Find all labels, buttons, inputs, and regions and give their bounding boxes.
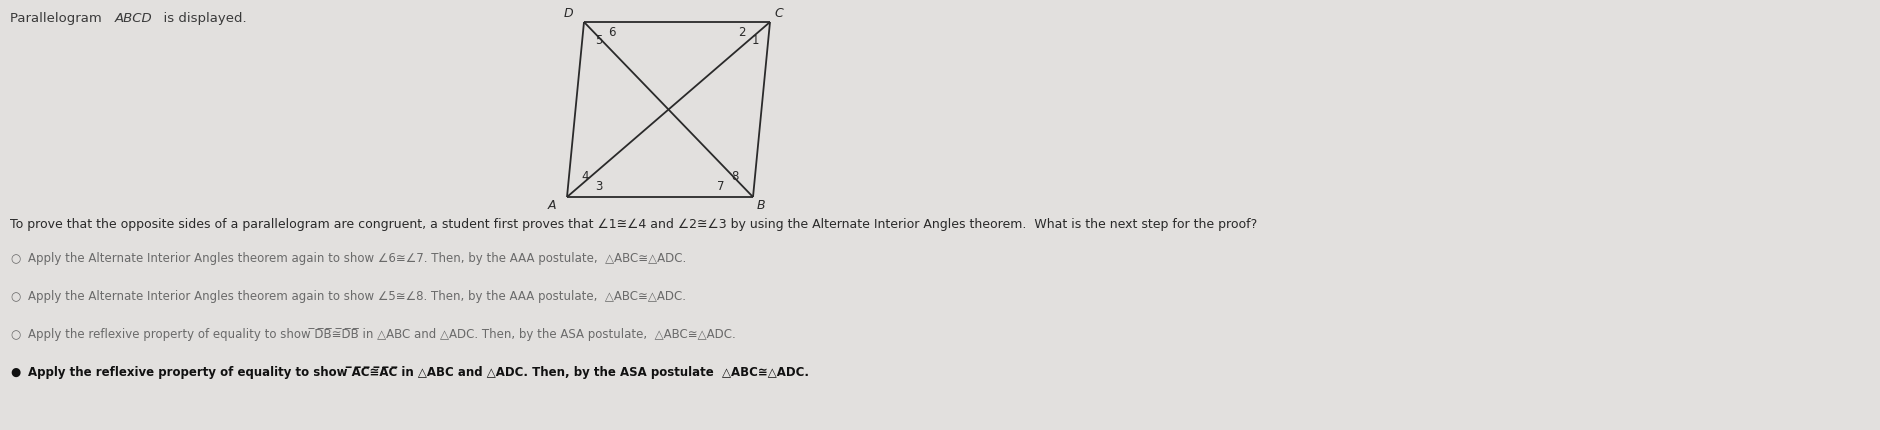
- Text: D: D: [564, 7, 573, 20]
- Text: Apply the Alternate Interior Angles theorem again to show ∠6≅∠7. Then, by the AA: Apply the Alternate Interior Angles theo…: [28, 252, 686, 265]
- Text: is displayed.: is displayed.: [154, 12, 246, 25]
- Text: Apply the Alternate Interior Angles theorem again to show ∠5≅∠8. Then, by the AA: Apply the Alternate Interior Angles theo…: [28, 290, 686, 303]
- Text: Apply the reflexive property of equality to show ̅D̅B̅≅̅D̅B̅ in △ABC and △ADC. T: Apply the reflexive property of equality…: [28, 328, 735, 341]
- Text: ABCD: ABCD: [115, 12, 152, 25]
- Text: 3: 3: [594, 181, 602, 194]
- Text: A: A: [547, 199, 556, 212]
- Text: 8: 8: [731, 171, 739, 184]
- Text: B: B: [756, 199, 765, 212]
- Text: ●: ●: [9, 366, 21, 379]
- Text: 5: 5: [594, 34, 602, 46]
- Text: 2: 2: [737, 25, 744, 39]
- Text: Apply the reflexive property of equality to show ̅A̅C̅≅̅A̅C̅ in △ABC and △ADC. T: Apply the reflexive property of equality…: [28, 366, 808, 379]
- Text: ○: ○: [9, 328, 21, 341]
- Text: Parallelogram: Parallelogram: [9, 12, 111, 25]
- Text: 6: 6: [607, 25, 615, 39]
- Text: 7: 7: [716, 181, 724, 194]
- Text: To prove that the opposite sides of a parallelogram are congruent, a student fir: To prove that the opposite sides of a pa…: [9, 218, 1256, 231]
- Text: ○: ○: [9, 252, 21, 265]
- Text: ○: ○: [9, 290, 21, 303]
- Text: 1: 1: [750, 34, 758, 46]
- Text: 4: 4: [581, 171, 588, 184]
- Text: C: C: [773, 7, 782, 20]
